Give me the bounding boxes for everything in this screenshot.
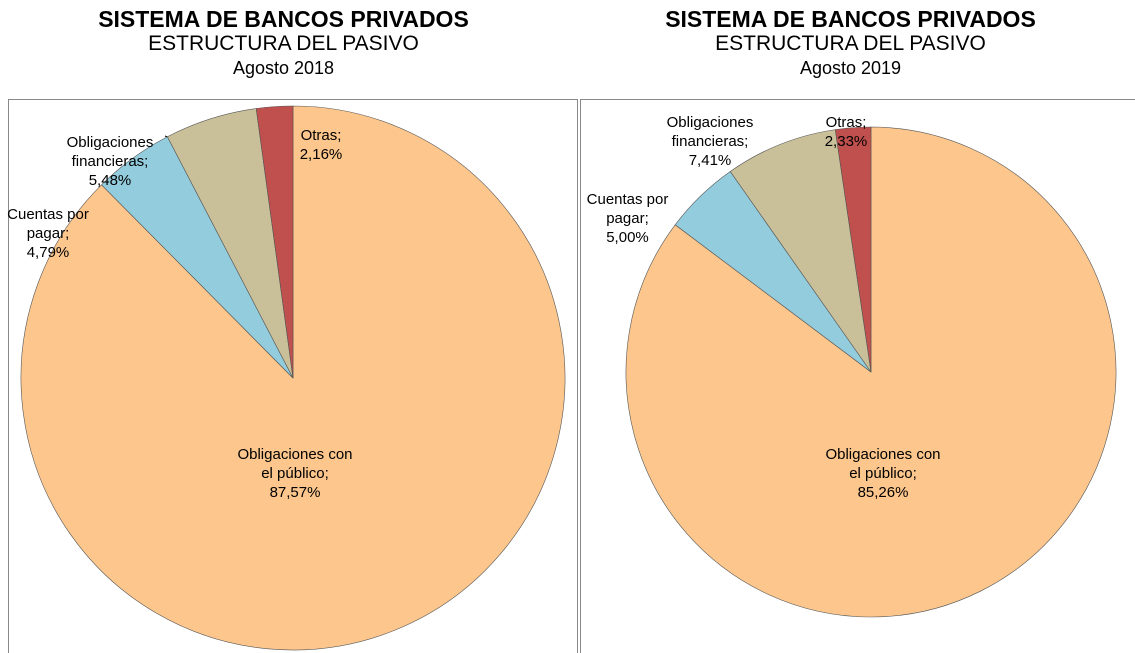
label-category: Obligaciones con el público; [237,446,353,482]
label-value: 5,48% [88,172,132,189]
data-label: Obligaciones financieras; 7,41% [640,113,780,170]
label-category: Obligaciones financieras; [666,114,754,150]
plot-border [8,99,578,653]
chart-subtitle: ESTRUCTURA DEL PASIVO [715,32,986,55]
label-value: 5,00% [606,229,649,246]
data-label: Obligaciones con el público; 87,57% [235,445,355,502]
label-value: 2,33% [824,133,868,150]
label-category: Cuentas por pagar; [586,191,669,227]
label-value: 4,79% [26,244,70,261]
label-value: 85,26% [857,484,909,501]
data-label: Cuentas por pagar; 4,79% [2,205,94,262]
chart-period: Agosto 2019 [799,58,902,78]
chart-title: SISTEMA DE BANCOS PRIVADOS [98,6,469,32]
chart-title: SISTEMA DE BANCOS PRIVADOS [665,6,1036,32]
pie-slice [729,129,872,373]
chart-period: Agosto 2018 [232,58,335,78]
pie-slice [255,105,294,379]
plot-border [580,99,1135,653]
label-value: 7,41% [688,152,732,169]
label-category: Obligaciones financieras; [66,134,154,170]
data-label: Obligaciones financieras; 5,48% [40,133,180,190]
label-category: Cuentas por pagar; [7,206,89,242]
label-category: Otras; [825,114,867,131]
label-value: 87,57% [269,484,321,501]
label-category: Obligaciones con el público; [825,446,941,482]
pie-slice [834,126,872,373]
data-label: Otras; 2,16% [290,126,352,164]
data-label: Obligaciones con el público; 85,26% [823,445,943,502]
data-label: Cuentas por pagar; 5,00% [580,190,675,247]
chart-subtitle: ESTRUCTURA DEL PASIVO [148,32,419,55]
label-value: 2,16% [299,146,343,163]
data-label: Otras; 2,33% [815,113,877,151]
label-category: Otras; [300,127,342,144]
